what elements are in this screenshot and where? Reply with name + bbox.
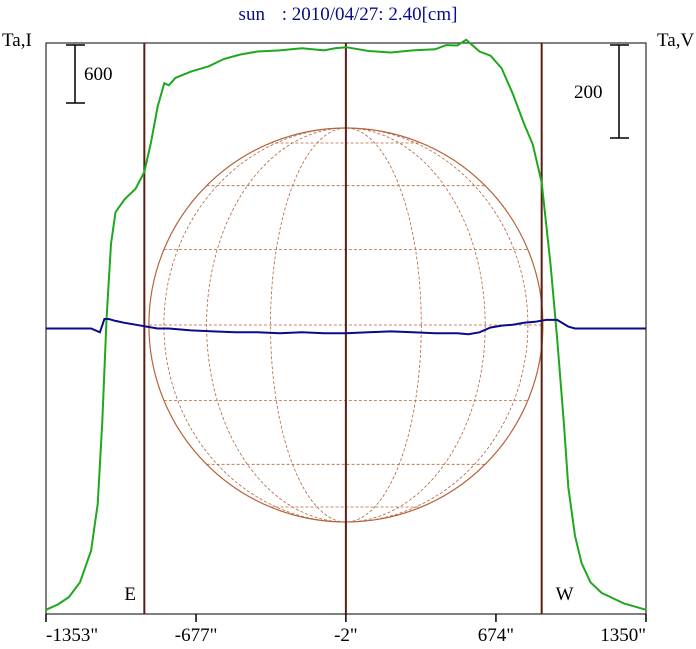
limb-label-e: E (124, 584, 136, 605)
left-scale-bar: 600 (66, 44, 113, 104)
title-object: sun (239, 4, 266, 25)
x-axis-ticks: -1353" -677" -2" 674" 1350" (45, 614, 647, 646)
longitude-line (270, 127, 422, 523)
x-tick-label: -1353" (46, 625, 98, 646)
x-tick-label: 1350" (600, 625, 646, 646)
title-date-wavelength: : 2010/04/27: 2.40[cm] (282, 4, 458, 25)
left-axis-label: Ta,I (2, 30, 32, 51)
limb-label-w: W (556, 584, 574, 605)
right-axis-label: Ta,V (657, 30, 694, 51)
series-polarization-line (46, 318, 646, 336)
right-scale-bar-label: 200 (574, 82, 603, 103)
right-scale-bar: 200 (574, 44, 629, 139)
chart-title: sun : 2010/04/27: 2.40[cm] (239, 4, 458, 25)
x-tick-label: 674" (478, 625, 514, 646)
x-tick-label: -677" (175, 625, 218, 646)
x-tick-label: -2" (334, 625, 358, 646)
series-intensity-line (45, 38, 647, 611)
left-scale-bar-label: 600 (84, 64, 113, 85)
